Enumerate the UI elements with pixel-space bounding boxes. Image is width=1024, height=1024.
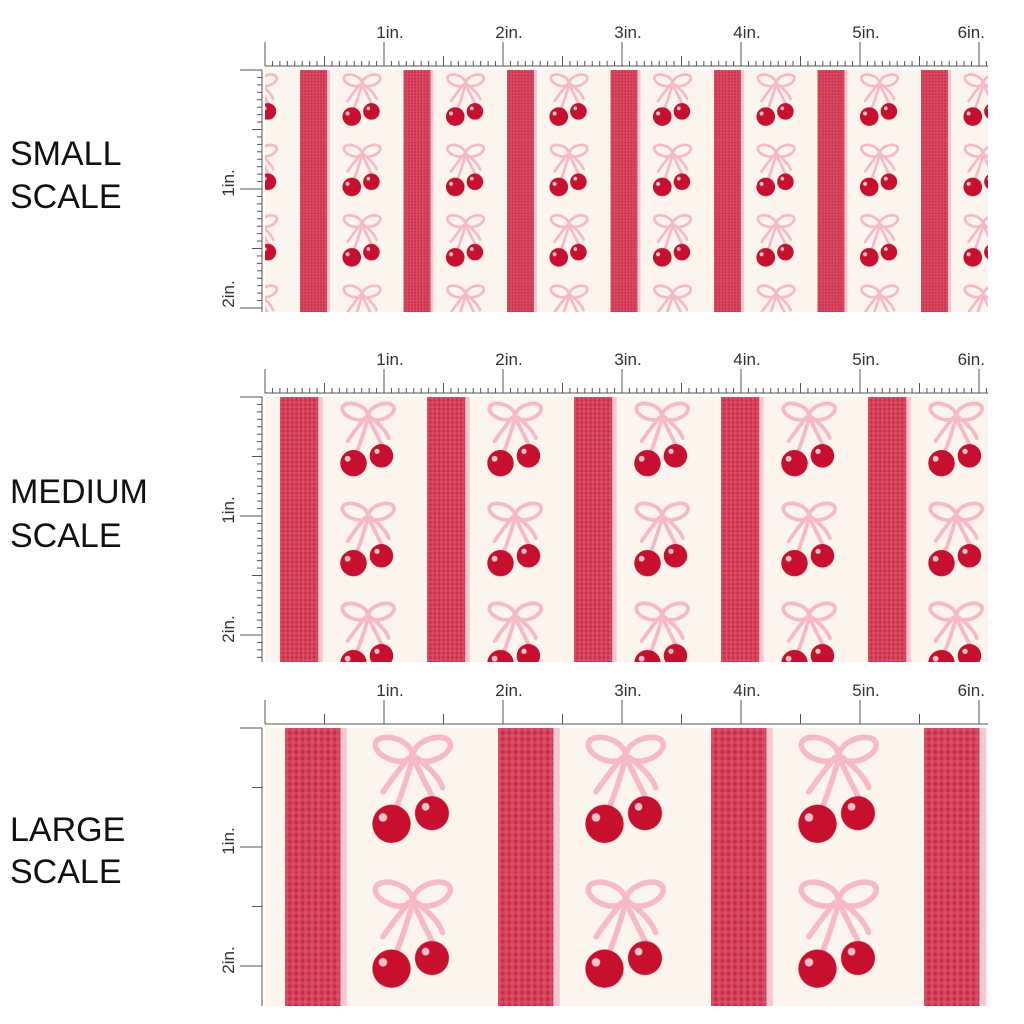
scale-label: SCALE: [10, 517, 122, 555]
ruler-label: 5in.: [852, 350, 879, 369]
ruler-label: 3in.: [614, 350, 641, 369]
ruler-label: 2in.: [495, 681, 522, 700]
ruler-label: 1in.: [376, 350, 403, 369]
scale-label: MEDIUM: [10, 473, 148, 511]
fabric-swatch: [265, 70, 988, 312]
scale-label: SMALL: [10, 135, 122, 173]
scale-label: LARGE: [10, 811, 125, 849]
ruler-label: 1in.: [376, 681, 403, 700]
ruler-label: 6in.: [958, 23, 985, 42]
scale-label: SCALE: [10, 178, 122, 216]
ruler-label: 5in.: [852, 681, 879, 700]
scale-panel: SMALL SCALE 1in. 2in. 3in. 4in. 5in. 6in. 1in. 2i…: [10, 23, 988, 312]
scale-panel: LARGE SCALE 1in. 2in. 3in. 4in. 5in. 6in. 1in. 2i…: [10, 681, 988, 1006]
ruler-label: 4in.: [733, 23, 760, 42]
ruler-label: 1in.: [219, 827, 238, 854]
ruler-label: 1in.: [219, 169, 238, 196]
ruler-label: 6in.: [958, 350, 985, 369]
ruler-label: 2in.: [219, 946, 238, 973]
ruler-label: 1in.: [219, 496, 238, 523]
scale-label: SCALE: [10, 853, 122, 891]
fabric-swatch: [265, 397, 988, 662]
ruler-label: 2in.: [495, 23, 522, 42]
ruler-label: 4in.: [733, 681, 760, 700]
ruler-label: 2in.: [495, 350, 522, 369]
ruler-label: 2in.: [219, 615, 238, 642]
ruler-label: 2in.: [219, 280, 238, 307]
ruler-label: 5in.: [852, 23, 879, 42]
ruler-label: 3in.: [614, 23, 641, 42]
ruler-label: 1in.: [376, 23, 403, 42]
ruler-label: 4in.: [733, 350, 760, 369]
ruler-label: 3in.: [614, 681, 641, 700]
fabric-swatch: [265, 728, 988, 1006]
scale-panel: MEDIUM SCALE 1in. 2in. 3in. 4in. 5in. 6in. 1in. 2…: [10, 350, 988, 662]
ruler-label: 6in.: [958, 681, 985, 700]
